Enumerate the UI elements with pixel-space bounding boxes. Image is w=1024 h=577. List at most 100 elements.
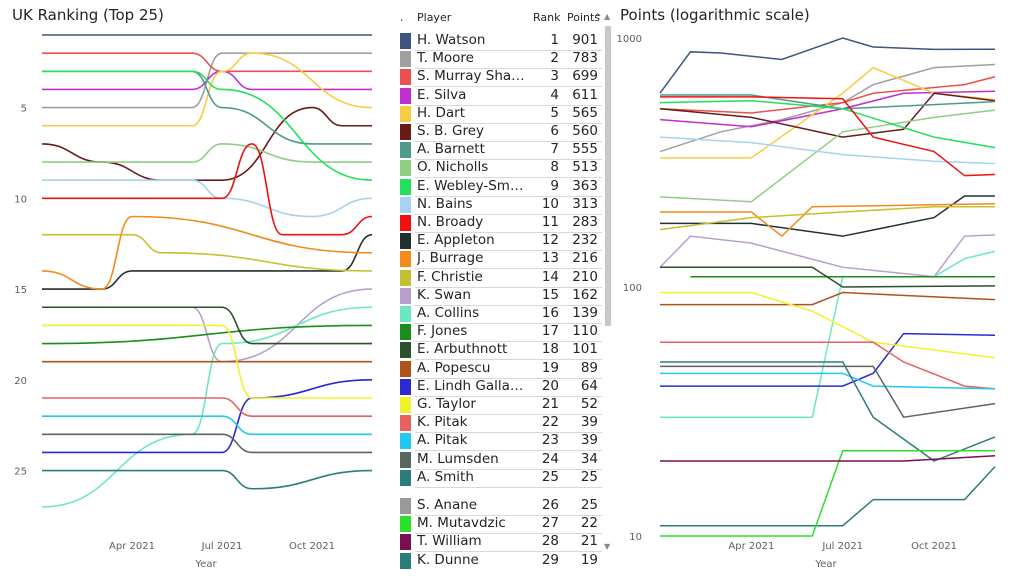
player-rank: 11	[541, 214, 559, 230]
header-rank[interactable]: Rank	[533, 11, 561, 24]
player-color-swatch	[400, 105, 411, 122]
row-separator	[415, 50, 602, 51]
table-row[interactable]: T. Moore 2 783	[396, 50, 602, 68]
ranking-table[interactable]: . Player Rank Points ^ H. Watson 1 901 T. M…	[396, 0, 614, 577]
table-row[interactable]: G. Taylor 21 52	[396, 396, 602, 414]
player-name: A. Pitak	[417, 432, 468, 449]
table-row[interactable]: A. Collins 16 139	[396, 305, 602, 323]
table-row[interactable]: A. Popescu 19 89	[396, 360, 602, 378]
row-separator	[415, 341, 602, 343]
player-rank: 22	[541, 414, 559, 431]
player-color-swatch	[400, 451, 411, 468]
row-separator	[415, 268, 602, 270]
sort-icon[interactable]: ^	[594, 13, 602, 23]
y-tick-label: 20	[14, 376, 27, 387]
player-points: 39	[580, 432, 598, 449]
y-tick-label: 1000	[617, 34, 642, 45]
table-row[interactable]: K. Swan 15 162	[396, 287, 602, 305]
x-axis-label: Year	[814, 559, 837, 570]
series-line	[660, 466, 996, 527]
row-separator	[415, 141, 602, 142]
table-row[interactable]: F. Christie 14 210	[396, 269, 602, 287]
player-name: H. Watson	[417, 32, 486, 48]
table-row[interactable]: F. Jones 17 110	[396, 323, 602, 341]
player-color-swatch	[400, 498, 411, 514]
series-line	[659, 37, 996, 94]
table-row[interactable]: M. Mutavdzic 27 22	[396, 515, 602, 533]
player-rank: 21	[541, 396, 559, 412]
row-separator	[415, 286, 602, 288]
table-row[interactable]: A. Pitak 23 39	[396, 432, 602, 450]
header-points[interactable]: Points	[567, 11, 601, 24]
scroll-up-icon[interactable]: ▲	[604, 12, 611, 21]
player-points: 565	[572, 104, 598, 121]
player-rank: 18	[541, 341, 559, 358]
x-tick-label: Apr 2021	[728, 541, 774, 552]
table-row[interactable]: N. Bains 10 313	[396, 196, 602, 214]
player-points: 783	[572, 50, 598, 67]
y-tick-label: 10	[14, 194, 27, 205]
header-player[interactable]: Player	[417, 11, 452, 24]
table-row[interactable]: E. Appleton 12 232	[396, 232, 602, 250]
table-row[interactable]: S. Anane 26 25	[396, 497, 602, 515]
player-name: F. Christie	[417, 268, 483, 285]
player-points: 21	[580, 533, 598, 550]
ranking-chart[interactable]: 5 10 15 20 25 Apr 2021 Jul 2021 Oct 2021 Year	[0, 26, 384, 577]
player-points: 34	[580, 450, 598, 467]
y-tick-label: 5	[21, 104, 27, 115]
series-line	[660, 266, 996, 288]
table-row[interactable]: E. Webley-Smi… 9 363	[396, 178, 602, 196]
player-color-swatch	[400, 415, 411, 432]
table-row[interactable]: E. Lindh Gallag… 20 64	[396, 378, 602, 396]
player-color-swatch	[400, 516, 411, 533]
player-color-swatch	[400, 233, 411, 250]
table-row[interactable]: K. Pitak 22 39	[396, 414, 602, 432]
player-points: 64	[580, 377, 598, 394]
player-rank: 29	[541, 551, 559, 568]
row-separator	[415, 515, 602, 516]
series-line	[660, 291, 996, 359]
series-line	[41, 215, 373, 290]
series-line	[660, 455, 996, 462]
table-row[interactable]: S. B. Grey 6 560	[396, 123, 602, 141]
player-points: 699	[572, 68, 598, 85]
table-row[interactable]: T. William 28 21	[396, 533, 602, 551]
table-row[interactable]: N. Broady 11 283	[396, 214, 602, 232]
player-color-swatch	[400, 251, 411, 268]
scroll-down-icon[interactable]: ▼	[604, 542, 611, 551]
player-rank: 8	[550, 159, 559, 176]
table-row[interactable]: E. Silva 4 611	[396, 87, 602, 105]
table-row[interactable]: K. Dunne 29 19	[396, 552, 602, 570]
table-row[interactable]: J. Burrage 13 216	[396, 250, 602, 268]
table-row[interactable]: M. Lumsden 24 34	[396, 451, 602, 469]
table-row[interactable]: A. Barnett 7 555	[396, 141, 602, 159]
scroll-thumb[interactable]	[605, 26, 611, 326]
series-line	[42, 52, 373, 127]
player-name: S. Anane	[417, 497, 478, 513]
player-color-swatch	[400, 51, 411, 68]
points-chart[interactable]: 10 100 1000 Apr 2021 Jul 2021 Oct 2021 Year	[610, 26, 1010, 577]
player-name: K. Dunne	[417, 551, 479, 568]
player-rank: 2	[550, 50, 559, 67]
player-name: T. Moore	[417, 50, 474, 67]
table-row[interactable]: E. Arbuthnott 18 101	[396, 341, 602, 359]
x-tick-label: Jul 2021	[821, 541, 863, 552]
row-separator	[415, 414, 602, 415]
series-line	[660, 332, 996, 387]
y-tick-label: 10	[629, 532, 642, 543]
header-dot: .	[400, 11, 404, 24]
player-rank: 14	[541, 268, 559, 285]
series-line	[42, 70, 373, 181]
player-points: 313	[572, 195, 598, 212]
series-line	[42, 233, 373, 272]
table-row[interactable]: A. Smith 25 25	[396, 469, 602, 487]
table-row[interactable]: S. Murray Shar… 3 699	[396, 68, 602, 86]
row-separator	[415, 468, 602, 470]
player-name: A. Smith	[417, 468, 474, 485]
table-row[interactable]: H. Watson 1 901	[396, 32, 602, 50]
row-separator	[415, 159, 602, 161]
table-scrollbar[interactable]: ▲ ▼	[604, 12, 612, 552]
series-line	[660, 195, 995, 237]
table-row[interactable]: O. Nicholls 8 513	[396, 159, 602, 177]
table-row[interactable]: H. Dart 5 565	[396, 105, 602, 123]
